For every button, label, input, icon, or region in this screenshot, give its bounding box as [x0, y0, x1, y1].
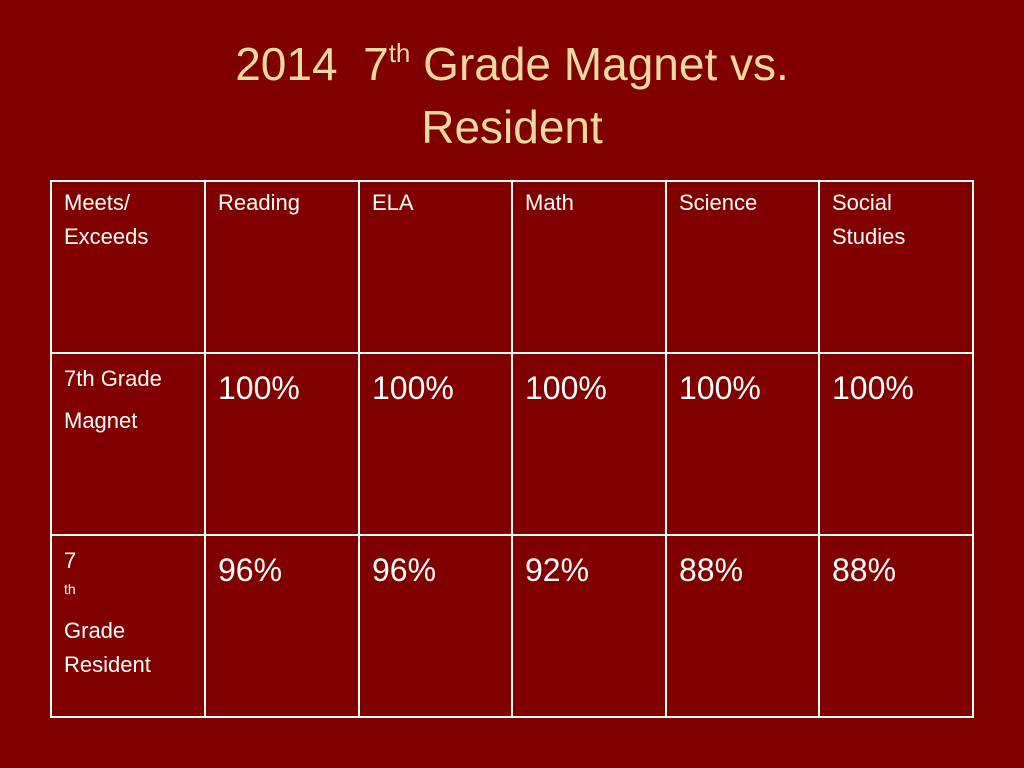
header-social-line-2: Studies — [832, 224, 906, 249]
row-label-grade-superscript: th — [64, 581, 76, 597]
row-label-resident: 7 th Grade Resident — [50, 534, 206, 718]
row-label-grade-word: Grade — [64, 618, 126, 643]
header-corner-line-1: Meets/ — [64, 190, 131, 215]
cell-resident-science: 88% — [665, 534, 820, 718]
cell-magnet-science: 100% — [665, 352, 820, 536]
row-label-magnet: 7th Grade Magnet — [50, 352, 206, 536]
cell-magnet-social-studies: 100% — [818, 352, 974, 536]
header-cell-social-studies: Social Studies — [818, 180, 974, 354]
header-social-line-1: Social — [832, 190, 892, 215]
cell-magnet-math: 100% — [511, 352, 667, 536]
table-row: 7 th Grade Resident 96% 96% 92% 88% 88% — [50, 534, 974, 718]
cell-resident-reading: 96% — [204, 534, 360, 718]
slide-title: 2014 7th Grade Magnet vs. Resident — [0, 36, 1024, 155]
cell-resident-ela: 96% — [358, 534, 513, 718]
header-corner-line-2: Exceeds — [64, 224, 149, 249]
row-label-line-2: Resident — [64, 652, 151, 677]
header-cell-math: Math — [511, 180, 667, 354]
row-label-line-2: Magnet — [64, 408, 138, 433]
title-grade-number: 7 — [363, 38, 389, 90]
row-label-grade-number: 7 — [64, 548, 77, 573]
header-cell-meets-exceeds: Meets/ Exceeds — [50, 180, 206, 354]
title-line-2: Resident — [421, 101, 603, 153]
cell-magnet-reading: 100% — [204, 352, 360, 536]
cell-resident-social-studies: 88% — [818, 534, 974, 718]
title-line-1: 2014 7th Grade Magnet vs. — [0, 36, 1024, 99]
row-label-line-1: 7 th Grade — [64, 544, 192, 648]
title-rest: Grade Magnet vs. — [423, 38, 789, 90]
header-cell-reading: Reading — [204, 180, 360, 354]
cell-magnet-ela: 100% — [358, 352, 513, 536]
header-cell-science: Science — [665, 180, 820, 354]
header-cell-ela: ELA — [358, 180, 513, 354]
title-year: 2014 — [235, 38, 338, 90]
table-row: 7th Grade Magnet 100% 100% 100% 100% 100… — [50, 352, 974, 536]
row-label-line-1: 7th Grade — [64, 366, 162, 391]
title-grade-superscript: th — [388, 38, 411, 68]
results-table: Meets/ Exceeds Reading ELA Math Science … — [50, 180, 974, 718]
table-header-row: Meets/ Exceeds Reading ELA Math Science … — [50, 180, 974, 354]
cell-resident-math: 92% — [511, 534, 667, 718]
